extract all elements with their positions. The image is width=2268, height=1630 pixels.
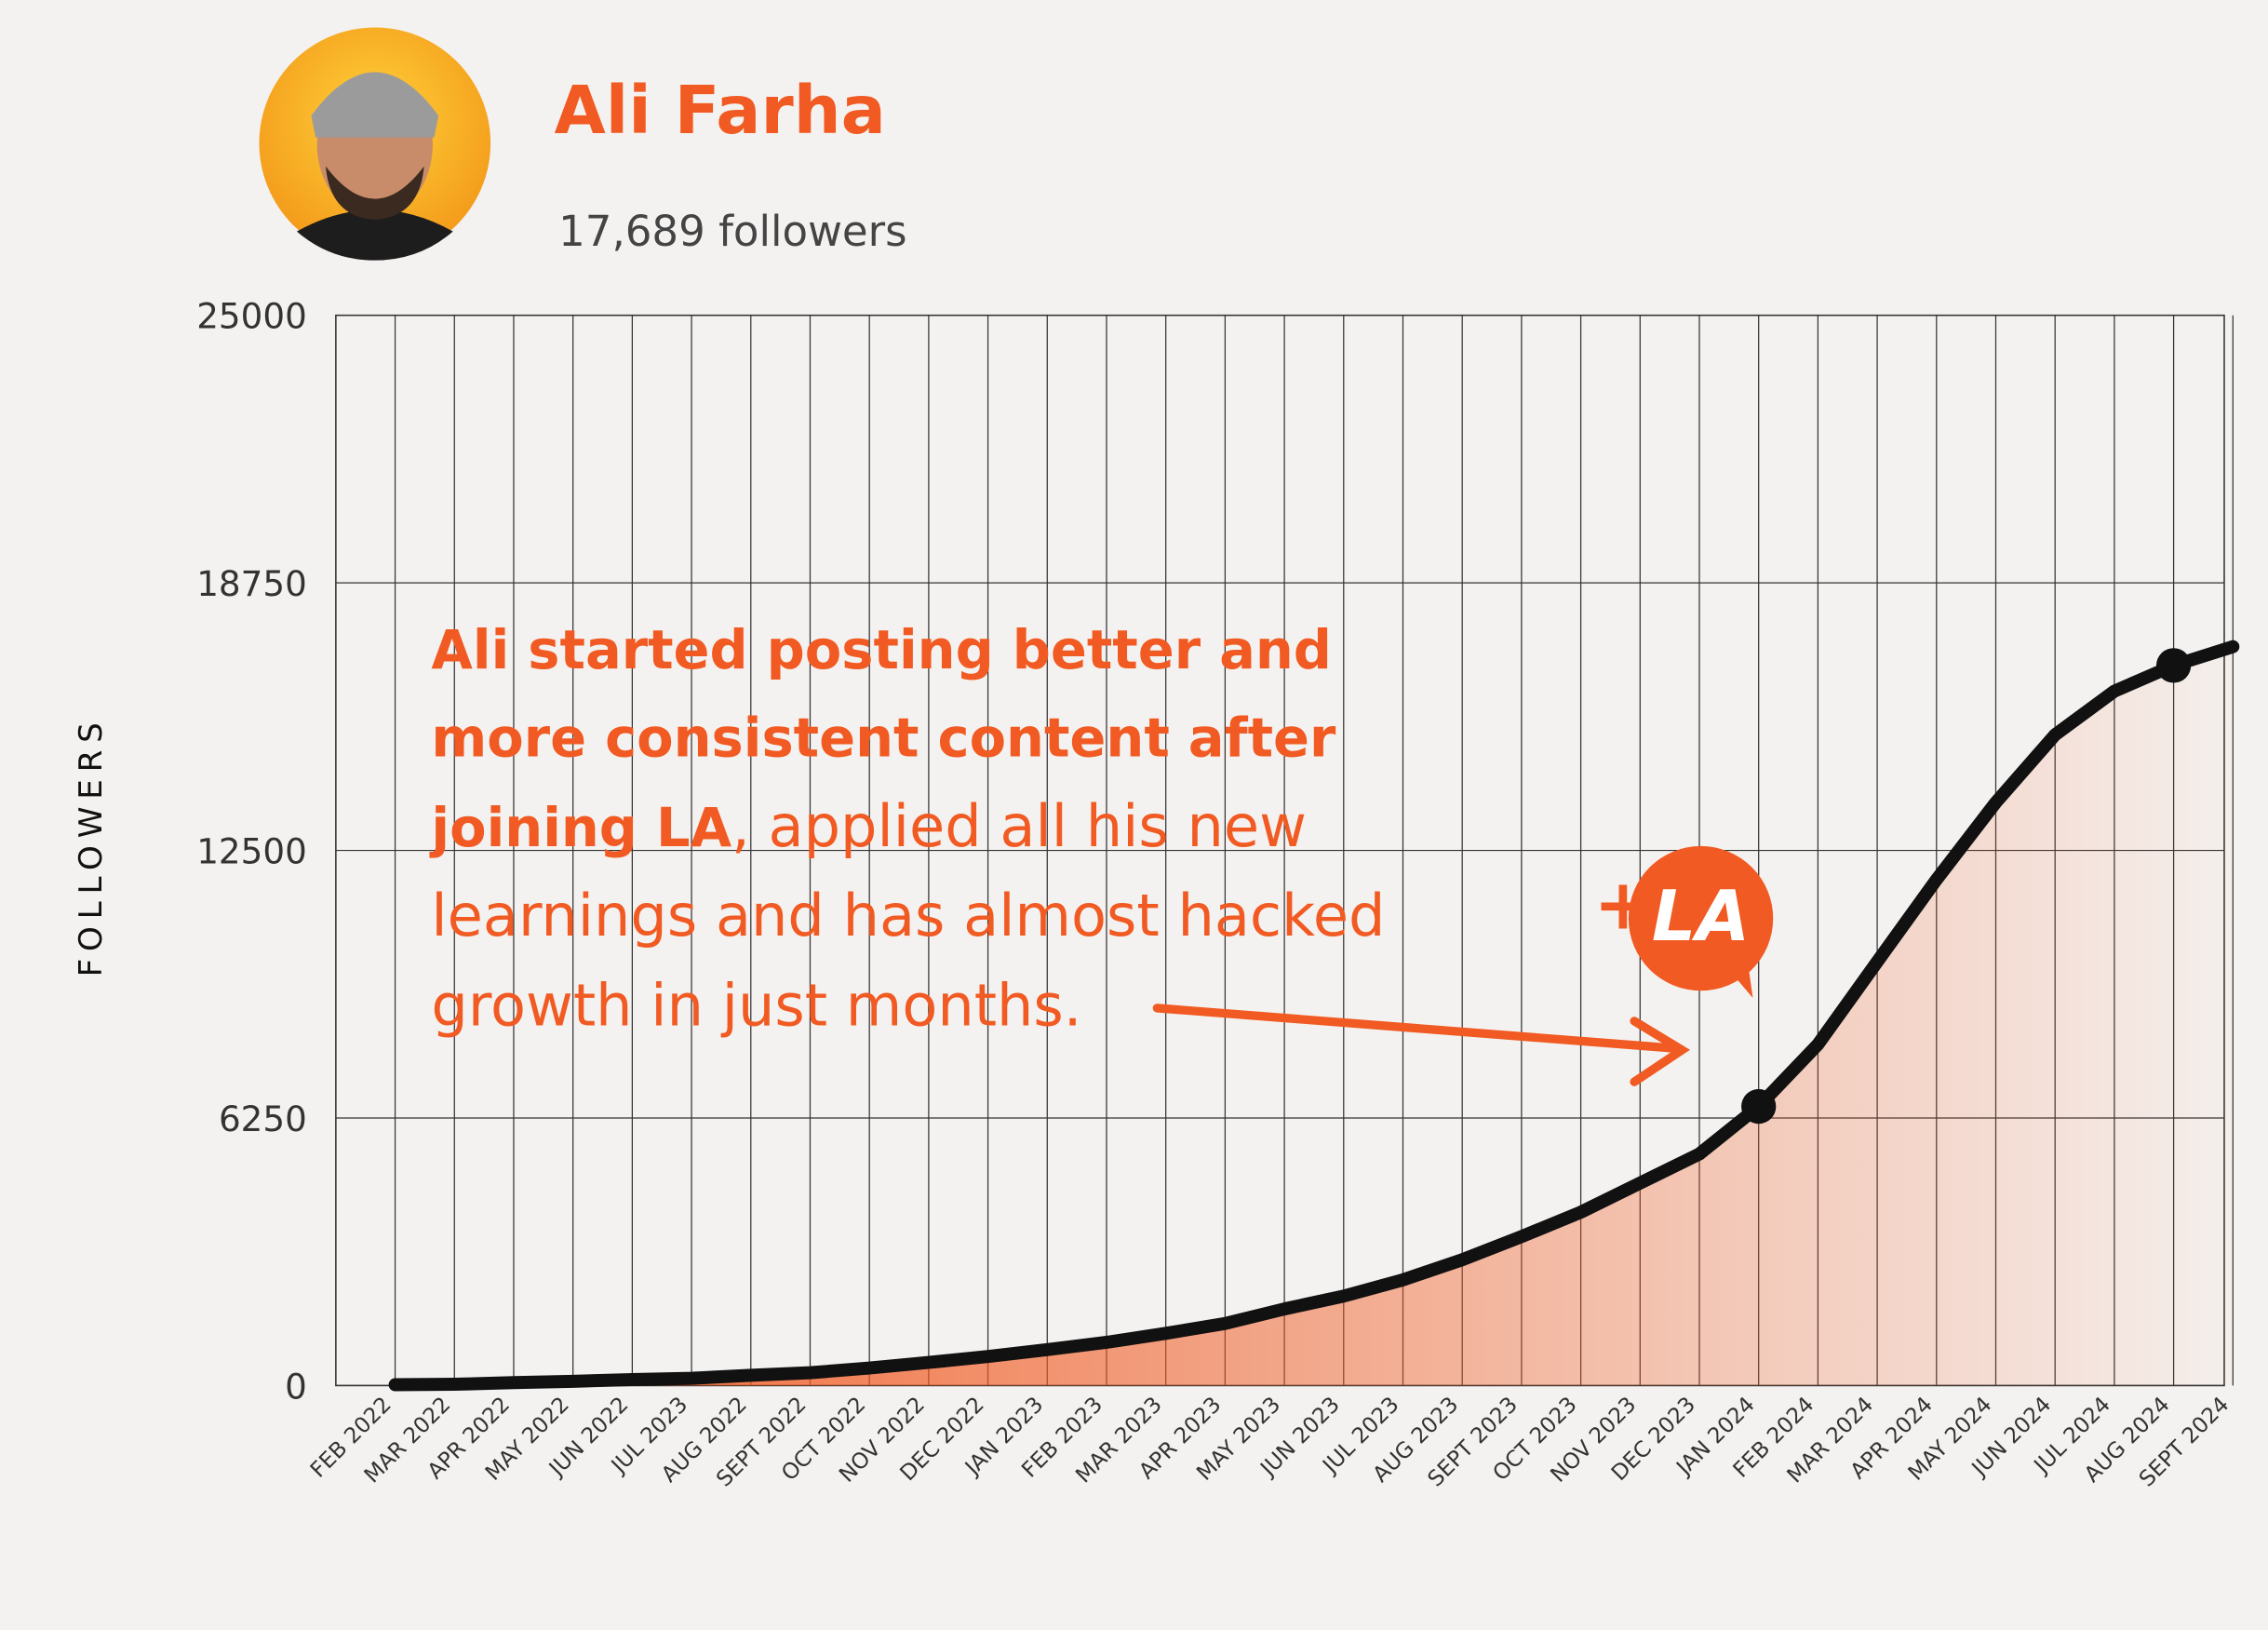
annotation-text: growth in just months. xyxy=(431,972,1081,1040)
y-axis-label: FOLLOWERS xyxy=(73,715,110,977)
profile-name: Ali Farha xyxy=(554,72,885,149)
line xyxy=(388,640,2240,1392)
badge-plus: + xyxy=(1594,864,1652,945)
y-tick-label: 25000 xyxy=(196,296,307,337)
y-tick-label: 12500 xyxy=(196,831,307,872)
annotation-line: more consistent content after xyxy=(431,707,1336,770)
annotation-bold: Ali started posting better and xyxy=(431,619,1332,681)
annotation-text: learnings and has almost hacked xyxy=(431,882,1385,950)
annotation-bold: more consistent content after xyxy=(431,707,1336,770)
y-tick-label: 0 xyxy=(285,1366,307,1407)
la-badge xyxy=(1152,845,1774,1086)
annotation-bold: joining LA xyxy=(429,797,731,859)
annotation-line: joining LA, applied all his new xyxy=(429,792,1307,860)
avatar xyxy=(259,27,491,261)
annotation-line: Ali started posting better and xyxy=(431,619,1332,681)
y-tick-label: 18750 xyxy=(196,563,307,604)
follower-count: 17,689 followers xyxy=(558,207,907,256)
y-tick-label: 6250 xyxy=(219,1098,307,1139)
annotation-line: learnings and has almost hacked xyxy=(431,882,1385,950)
area xyxy=(395,646,2234,1386)
annotation-line: growth in just months. xyxy=(431,972,1081,1040)
highlight-point xyxy=(1741,1088,1777,1125)
badge-text: LA xyxy=(1652,876,1750,957)
highlight-point xyxy=(2155,648,2192,683)
annotation-text: , applied all his new xyxy=(731,792,1307,860)
